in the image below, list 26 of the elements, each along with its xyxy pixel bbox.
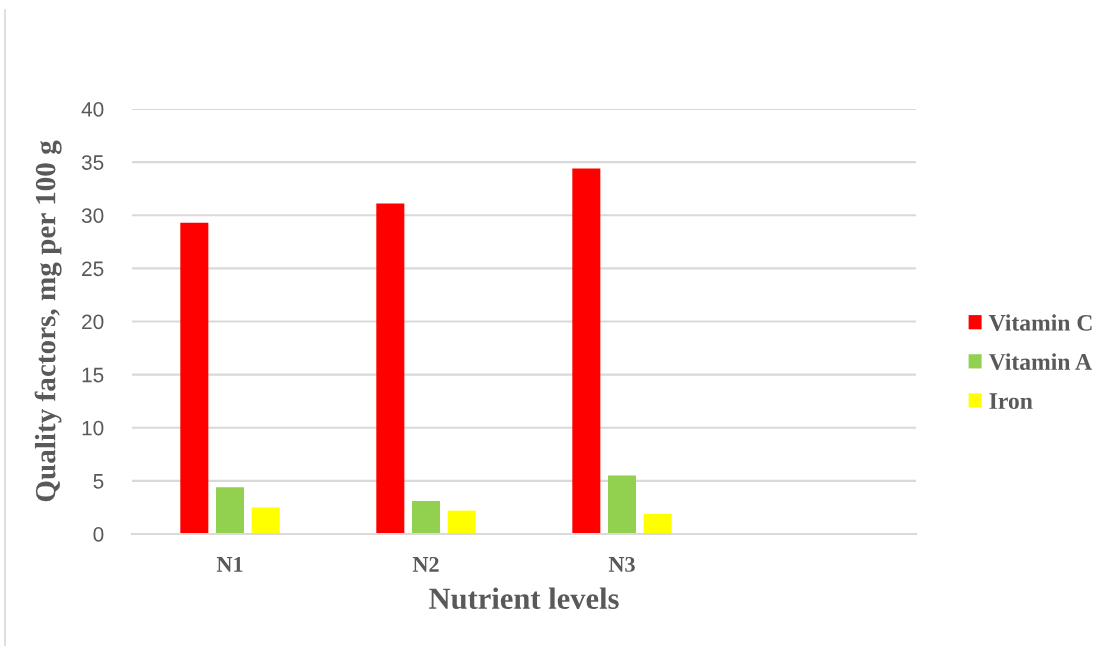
y-tick-label: 30 <box>81 208 104 223</box>
bar <box>447 510 476 534</box>
y-tick-label: 15 <box>82 367 104 383</box>
y-tick-label: 20 <box>82 314 104 330</box>
legend-label: Vitamin A <box>988 353 1092 371</box>
y-tick-label: 25 <box>82 261 104 277</box>
bar <box>376 203 405 534</box>
bar <box>180 222 209 534</box>
y-tick-label: 0 <box>93 527 104 542</box>
bar <box>251 507 280 534</box>
x-tick-label: N1 <box>216 556 243 572</box>
legend-label: Iron <box>989 393 1033 410</box>
y-tick-label: 10 <box>82 420 104 436</box>
y-axis-title: Quality factors, mg per 100 g <box>34 140 62 502</box>
x-tick-label: N2 <box>412 556 439 572</box>
bar <box>215 487 245 534</box>
bar <box>643 513 672 534</box>
y-tick-label: 5 <box>93 474 104 489</box>
bar <box>572 168 601 534</box>
legend-label: Vitamin C <box>988 314 1092 331</box>
y-tick-label: 35 <box>81 155 104 170</box>
x-axis-title: Nutrient levels <box>429 587 619 610</box>
y-tick-label: 40 <box>81 102 104 117</box>
bar <box>411 501 441 534</box>
x-tick-label: N3 <box>608 556 635 572</box>
bar <box>607 475 637 534</box>
